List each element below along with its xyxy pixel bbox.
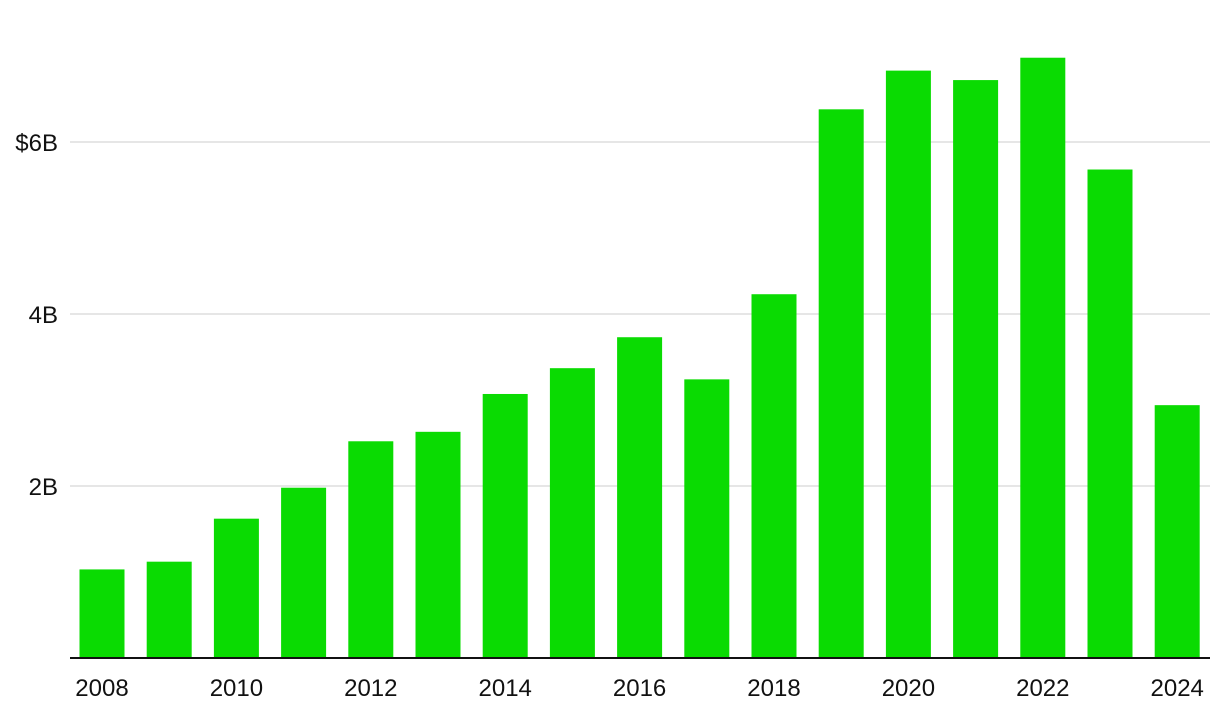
bar-2020: [885, 70, 931, 659]
x-tick-label: 2024: [1151, 675, 1204, 702]
x-tick-label: 2016: [613, 675, 666, 702]
bar-2009: [146, 561, 192, 658]
y-tick-label: 4B: [29, 302, 58, 329]
bar-2021: [953, 80, 999, 658]
y-tick-label: 2B: [29, 474, 58, 501]
x-tick-label: 2012: [344, 675, 397, 702]
x-tick-label: 2008: [75, 675, 128, 702]
bar-2019: [818, 109, 864, 658]
x-tick-label: 2022: [1016, 675, 1069, 702]
bar-2010: [213, 518, 259, 658]
bar-2012: [348, 441, 394, 658]
bar-2023: [1087, 169, 1133, 658]
bar-2016: [617, 337, 663, 658]
bar-2014: [482, 393, 528, 658]
x-axis-tick-labels: 2008 2010 2012 2014 2016 2018 2020 2022 2024: [75, 675, 1204, 702]
bar-2024: [1154, 405, 1200, 658]
bar-2013: [415, 431, 461, 658]
bar-2018: [751, 294, 797, 658]
x-tick-label: 2018: [747, 675, 800, 702]
y-axis-tick-labels: 2B 4B $6B: [15, 130, 58, 501]
x-tick-label: 2020: [882, 675, 935, 702]
bar-2022: [1020, 57, 1066, 659]
bar-2008: [79, 569, 125, 658]
bars: [79, 57, 1200, 659]
x-tick-label: 2014: [479, 675, 532, 702]
bar-2017: [684, 379, 730, 658]
bar-2011: [281, 487, 327, 658]
x-tick-label: 2010: [210, 675, 263, 702]
bar-2015: [549, 368, 595, 658]
y-tick-label: $6B: [15, 130, 58, 157]
